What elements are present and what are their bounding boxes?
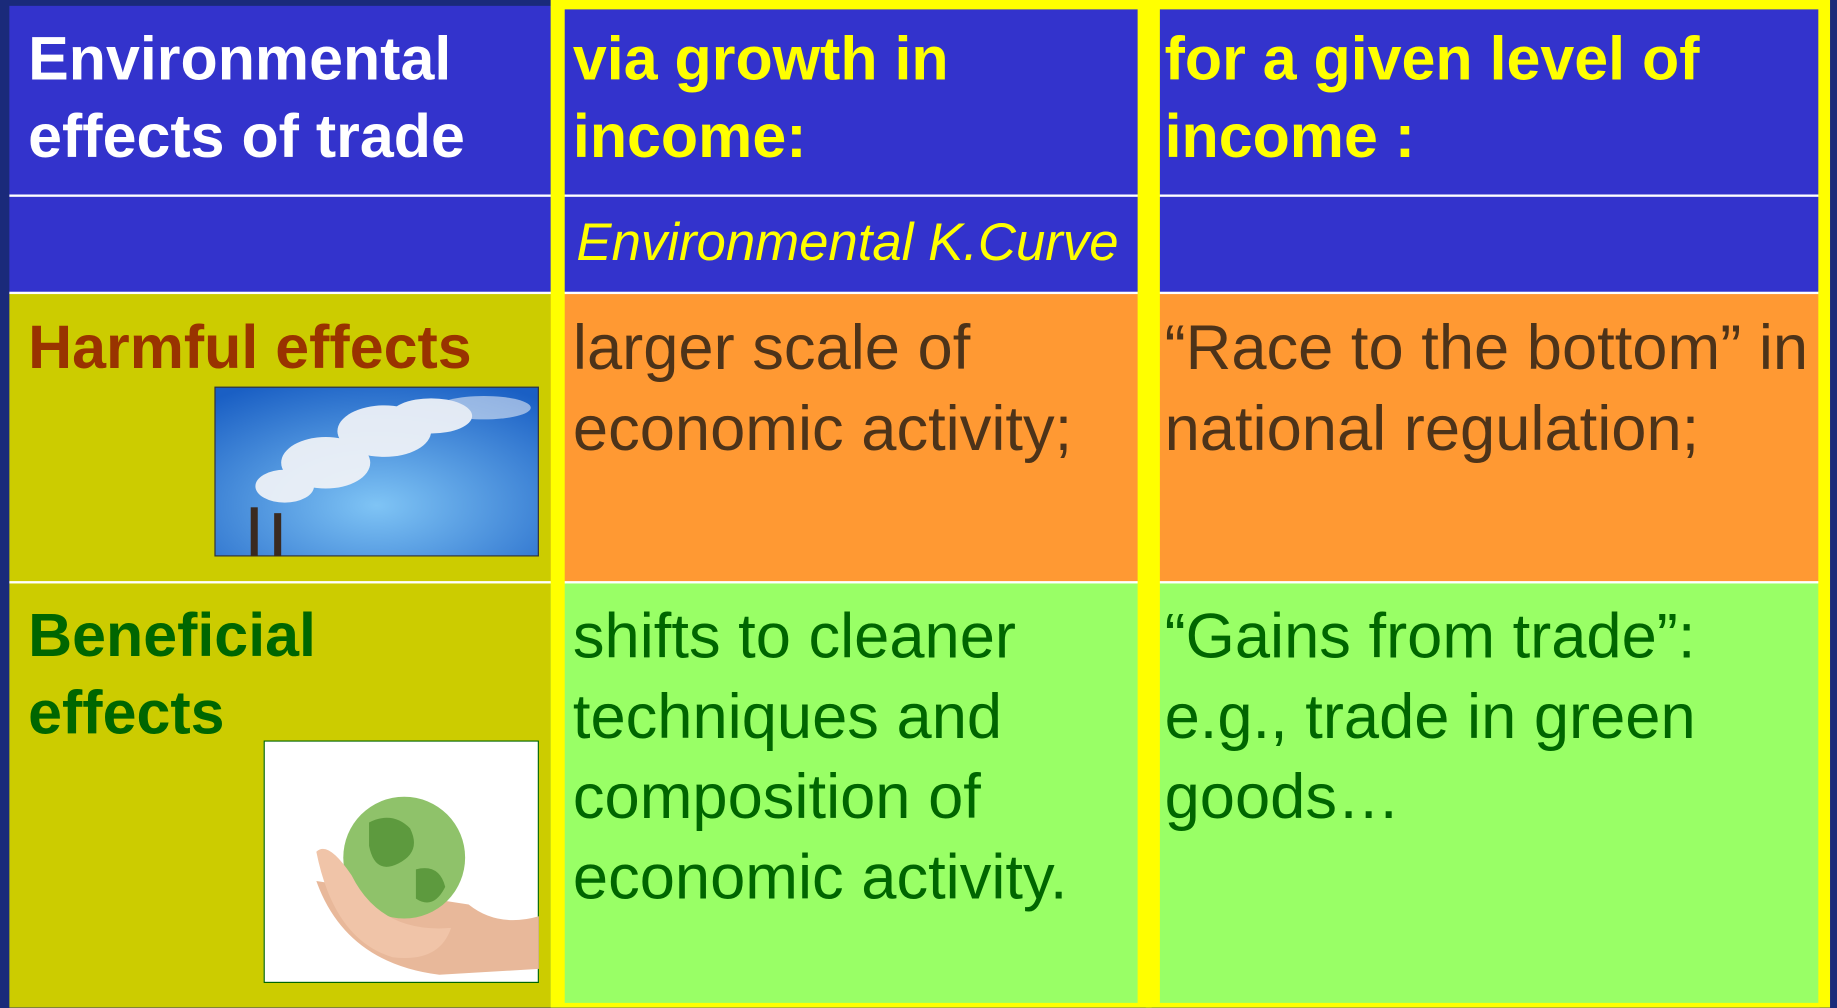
- column-border: [1145, 0, 1831, 1008]
- row-label: Harmful effects: [28, 313, 472, 382]
- row-line: [9, 291, 1820, 295]
- smokestack-photo: [214, 386, 539, 557]
- table-cell: larger scale of economic activity;: [572, 312, 1073, 464]
- table-cell: “Race to the bottom” in national regulat…: [1164, 312, 1809, 464]
- subheader-cell: Environmental K.Curve: [576, 212, 1119, 272]
- header-cell: for a given level of income :: [1164, 25, 1700, 172]
- table-cell: shifts to cleaner techniques and composi…: [572, 601, 1068, 913]
- header-cell: via growth in income:: [572, 25, 949, 172]
- orange-row: [550, 292, 1820, 583]
- table-cell: “Gains from trade”: e.g., trade in green…: [1164, 601, 1696, 833]
- row-line: [9, 194, 1820, 197]
- row-label: Beneficial effects: [28, 602, 316, 748]
- row-line: [9, 581, 1820, 584]
- globe-photo: [263, 740, 539, 983]
- header-cell: Environmental effects of trade: [28, 25, 465, 172]
- header-bg: [9, 5, 1820, 293]
- green-row: [550, 582, 1820, 1008]
